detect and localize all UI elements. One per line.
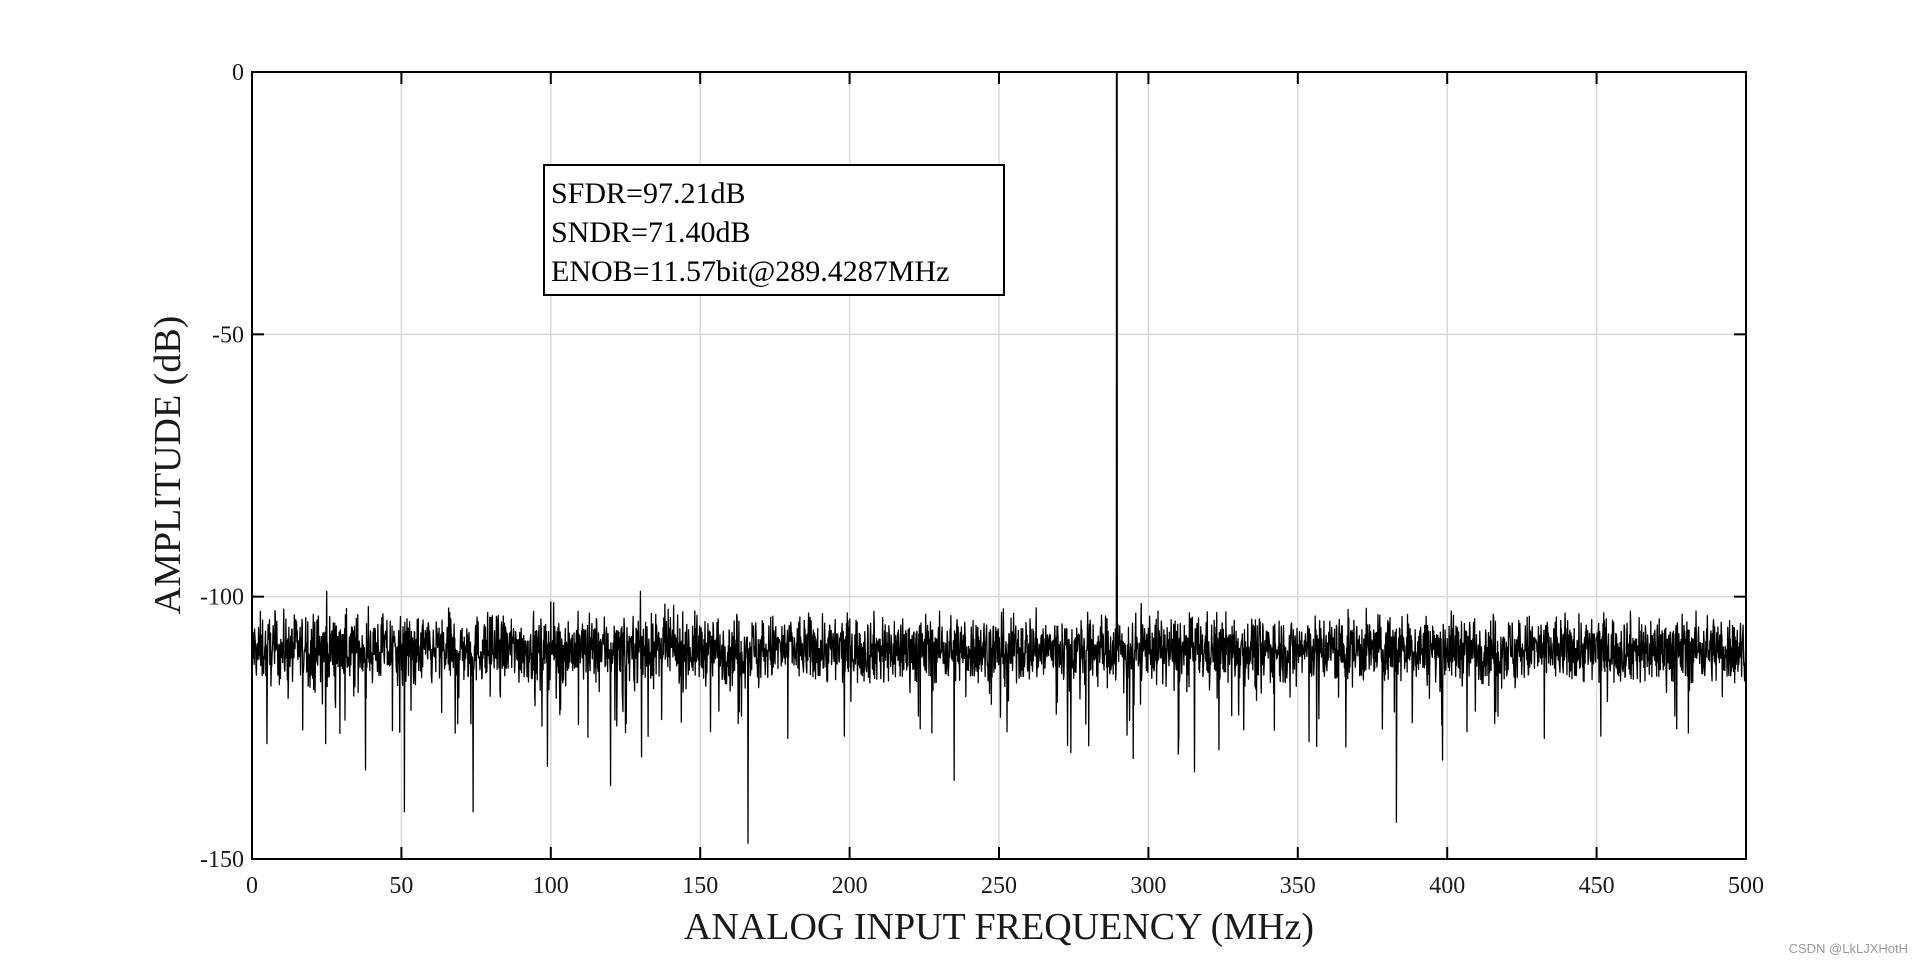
watermark-text: CSDN @LkLJXHotH	[1788, 941, 1908, 956]
x-tick-label: 50	[389, 873, 413, 899]
y-tick-labels: 0 -50 -100 -150	[200, 60, 244, 873]
annotation-enob: ENOB=11.57bit@289.4287MHz	[551, 255, 949, 288]
x-tick-label: 500	[1728, 873, 1764, 899]
x-tick-label: 350	[1280, 873, 1316, 899]
axis-ticks	[251, 71, 1747, 860]
x-tick-label: 200	[832, 873, 868, 899]
annotation-frame	[543, 164, 1005, 296]
y-tick-label: 0	[232, 60, 244, 86]
annotation-sfdr: SFDR=97.21dB	[551, 177, 745, 210]
x-tick-label: 0	[246, 873, 258, 899]
y-tick-label: -50	[212, 322, 244, 348]
x-tick-label: 250	[981, 873, 1017, 899]
x-tick-labels: 0 50 100 150 200 250 300 350 400 450 500	[246, 873, 1764, 899]
y-axis-title: AMPLITUDE (dB)	[147, 316, 189, 615]
annotation-sndr: SNDR=71.40dB	[551, 216, 750, 249]
spectrum-line	[251, 71, 1747, 844]
x-tick-label: 450	[1579, 873, 1615, 899]
x-tick-label: 300	[1130, 873, 1166, 899]
x-axis-title: ANALOG INPUT FREQUENCY (MHz)	[684, 906, 1314, 948]
x-tick-label: 100	[533, 873, 569, 899]
spectrum-series	[251, 71, 1747, 844]
metrics-annotation-box: SFDR=97.21dB SNDR=71.40dB ENOB=11.57bit@…	[543, 164, 1005, 296]
x-tick-label: 150	[682, 873, 718, 899]
x-tick-label: 400	[1429, 873, 1465, 899]
y-tick-label: -150	[200, 847, 244, 873]
y-tick-label: -100	[200, 585, 244, 611]
